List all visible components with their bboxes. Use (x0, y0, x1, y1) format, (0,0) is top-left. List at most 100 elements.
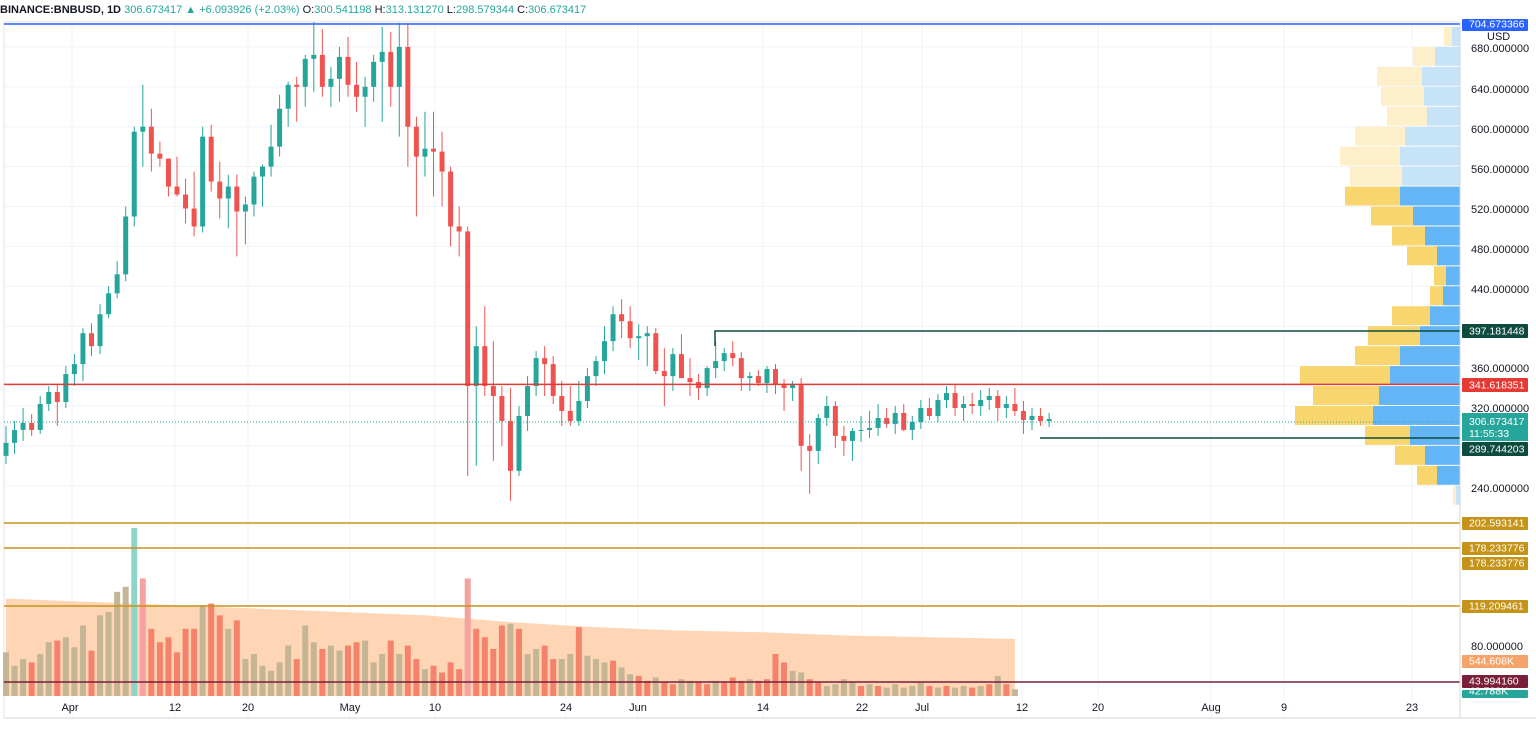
candle-body (875, 417, 881, 428)
candle-body (1020, 410, 1026, 420)
volume-profile-down-bar (1407, 246, 1437, 266)
volume-bar (507, 623, 514, 696)
candle-body (396, 46, 402, 87)
volume-bar (447, 662, 454, 696)
candle-body (294, 84, 300, 87)
volume-bar (875, 685, 882, 696)
volume-level-tag-text: 178.233776 (1469, 543, 1525, 555)
countdown-text: 11:55:33 (1469, 428, 1509, 440)
candle-body (37, 404, 43, 430)
volume-level-tag-bg (1462, 542, 1528, 555)
candle-body (516, 415, 522, 471)
volume-bar (892, 684, 899, 696)
volume-level-tag: 202.593141 (1462, 517, 1528, 530)
candle-body (371, 61, 377, 87)
volume-bar (866, 684, 873, 696)
candle-body (986, 396, 992, 401)
time-tick-label: Aug (1201, 702, 1221, 714)
chart-header: BINANCE:BNBUSD, 1D 306.673417 ▲ +6.09392… (0, 0, 1536, 20)
volume-profile-down-bar (1345, 186, 1400, 206)
top-price-tag-bg (1462, 19, 1528, 31)
volume-level-tag-text: 119.209461 (1469, 601, 1524, 613)
candle-body (909, 421, 915, 430)
volume-bar (584, 655, 591, 696)
candle-body (807, 445, 813, 451)
candle-body (995, 396, 1001, 408)
volume-profile-up-bar (1425, 226, 1460, 246)
volume-bar (721, 682, 728, 696)
candle-body (208, 136, 214, 182)
volume-profile-up-bar (1425, 445, 1460, 465)
volume-profile-up-bar (1427, 106, 1460, 126)
symbol-label[interactable]: BINANCE:BNBUSD, 1D (0, 4, 122, 16)
candle-body (439, 151, 445, 172)
volume-profile-down-bar (1381, 86, 1424, 106)
open-label: O: (302, 4, 315, 16)
volume-bar (165, 637, 172, 696)
volume-bar (114, 591, 121, 696)
volume-bar (883, 687, 890, 696)
volume-bar (687, 680, 693, 696)
volume-profile-up-bar (1443, 286, 1460, 306)
volume-bar (379, 654, 386, 696)
close-value: 306.673417 (528, 4, 587, 16)
volume-bar (533, 648, 540, 696)
time-tick-label: 23 (1406, 702, 1418, 714)
volume-level-tag-bg (1462, 517, 1528, 530)
candle-body (559, 396, 565, 411)
candle-body (576, 401, 582, 421)
candle-body (251, 176, 257, 205)
candle-body (721, 353, 727, 362)
upper-level-tag: 397.181448 (1462, 324, 1528, 338)
volume-profile-down-bar (1392, 226, 1425, 246)
close-label: C: (517, 4, 529, 16)
time-tick-label: Jun (629, 702, 647, 714)
volume-bar (781, 662, 788, 696)
volume-profile-down-bar (1340, 146, 1400, 166)
volume-bar (815, 682, 822, 696)
volume-bar (960, 685, 967, 696)
candle-body (465, 231, 471, 387)
time-tick-label: 20 (1092, 702, 1104, 714)
price-tick-label: 520.000000 (1471, 204, 1529, 216)
candle-body (884, 417, 890, 424)
candle-body (815, 417, 821, 451)
volume-bar (3, 652, 9, 696)
candle-body (961, 404, 967, 408)
volume-profile-up-bar (1400, 186, 1460, 206)
volume-profile-down-bar (1300, 366, 1390, 386)
volume-profile-up-bar (1413, 206, 1460, 226)
volume-bar (285, 645, 292, 696)
candle-body (431, 148, 436, 152)
volume-level-tag-text: 202.593141 (1469, 518, 1525, 530)
volume-profile-up-bar (1435, 46, 1460, 66)
volume-last-tag: 42.788K (1462, 686, 1528, 698)
volume-bar (610, 660, 617, 696)
candle-body (832, 406, 838, 436)
candle-body (191, 208, 197, 227)
candle-body (901, 412, 907, 430)
volume-bar (678, 679, 685, 696)
volume-bar (840, 679, 847, 696)
volume-bar (473, 628, 480, 696)
volume-bar (729, 677, 736, 696)
price-tick-label: 560.000000 (1471, 164, 1529, 176)
volume-bar (1011, 689, 1018, 696)
candle-body (482, 346, 488, 387)
candle-body (140, 126, 146, 132)
volume-ma-tag-bg (1462, 655, 1528, 668)
volume-bar (268, 670, 275, 696)
volume-bar (345, 645, 351, 696)
candle-body (602, 341, 607, 362)
candle-body (362, 86, 368, 97)
volume-profile-down-bar (1444, 26, 1452, 46)
volume-bar (952, 687, 959, 696)
time-tick-label: Jul (915, 702, 929, 714)
volume-bar (148, 628, 155, 696)
time-tick-label: Apr (61, 702, 78, 714)
candle-body (3, 442, 9, 456)
volume-bar (498, 625, 505, 696)
candle-body (636, 336, 642, 339)
candle-body (106, 293, 112, 315)
